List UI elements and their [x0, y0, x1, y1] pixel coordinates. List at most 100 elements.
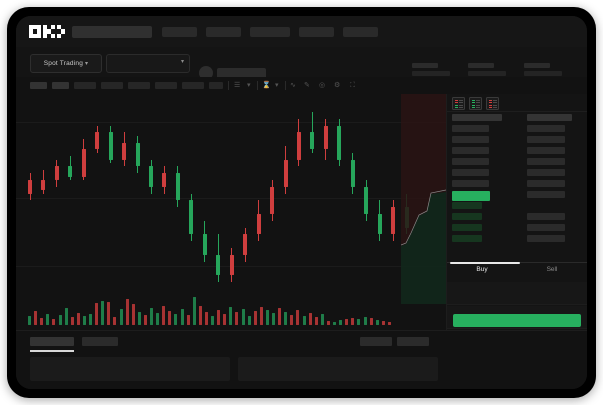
volume-bar [387, 322, 391, 325]
chart-toolbar: ☰ ▾ ⌛ ▾ ∿ ✎ ◎ ⚙ ⛶ [16, 77, 587, 95]
chevron-down-icon[interactable]: ▾ [247, 82, 251, 89]
volume-bar [217, 310, 221, 325]
chevron-down-icon[interactable]: ▾ [275, 82, 279, 89]
volume-bar [70, 317, 74, 325]
device-frame: Spot Trading ▾ ▾ [7, 7, 596, 398]
volume-bar [247, 316, 251, 325]
pencil-icon[interactable]: ✎ [304, 82, 310, 89]
timeframe-7[interactable] [182, 82, 204, 89]
chart-gridline [16, 198, 446, 199]
trading-mode-button[interactable]: Spot Trading ▾ [30, 54, 102, 73]
orderbook-row[interactable] [447, 180, 587, 188]
volume-bar [381, 321, 385, 325]
volume-bar [180, 309, 184, 325]
timeframe-3[interactable] [74, 82, 96, 89]
orderbook-row[interactable] [447, 235, 587, 243]
nav-item-6[interactable] [343, 27, 378, 37]
coin-avatar [199, 66, 213, 80]
orderbook-row[interactable] [447, 224, 587, 232]
nav-item-2[interactable] [162, 27, 197, 37]
volume-bar [28, 316, 31, 325]
volume-bar [241, 309, 245, 325]
volume-bar [272, 313, 275, 325]
volume-bar [113, 317, 117, 325]
settings-icon[interactable]: ⚙ [334, 82, 341, 89]
volume-bar [89, 314, 92, 325]
timeframe-6[interactable] [155, 82, 177, 89]
volume-bar [95, 303, 99, 325]
candle-type-icon[interactable]: ☰ [234, 82, 241, 89]
volume-bar [198, 306, 202, 325]
okx-logo-icon[interactable] [29, 25, 65, 38]
fullscreen-icon[interactable]: ⛶ [350, 82, 355, 89]
orderbook-row[interactable] [447, 202, 587, 210]
orderbook-view-toggles [452, 97, 499, 110]
bottom-tab-1[interactable] [30, 337, 74, 346]
bottom-action-1[interactable] [360, 337, 392, 346]
nav-item-3[interactable] [206, 27, 241, 37]
magnet-icon[interactable]: ◎ [319, 82, 326, 89]
volume-bar [174, 314, 178, 325]
orderbook-bids-icon[interactable] [469, 97, 482, 110]
volume-bar [339, 320, 343, 325]
timeframe-5[interactable] [128, 82, 150, 89]
volume-bar [369, 318, 373, 325]
toolbar-divider [257, 81, 258, 90]
tab-sell[interactable]: Sell [546, 266, 558, 273]
bottom-panel-right[interactable] [238, 357, 438, 381]
orderbook-row[interactable] [447, 136, 587, 144]
tab-buy[interactable]: Buy [476, 266, 488, 273]
timeframe-4[interactable] [101, 82, 123, 89]
volume-bar [192, 297, 196, 325]
volume-bar [186, 315, 190, 325]
volume-bar [58, 315, 62, 325]
price-chart[interactable] [16, 94, 446, 331]
device-screen-bezel: Spot Trading ▾ ▾ [16, 16, 587, 389]
bottom-tab-2[interactable] [82, 337, 118, 346]
volume-bar [345, 319, 349, 325]
orderbook-asks-icon[interactable] [486, 97, 499, 110]
orderbook-row[interactable] [447, 158, 587, 166]
volume-bar [363, 317, 367, 325]
volume-bar [302, 316, 306, 325]
indicator-icon[interactable]: ⌛ [262, 82, 271, 89]
line-tool-icon[interactable]: ∿ [290, 82, 296, 89]
volume-bar [296, 310, 300, 325]
toolbar-divider [228, 81, 229, 90]
bottom-action-2[interactable] [397, 337, 429, 346]
timeframe-8[interactable] [209, 82, 223, 89]
volume-bar [211, 316, 214, 325]
orderbook-and-order-panel: Buy Sell [446, 94, 587, 386]
volume-bar [162, 306, 166, 325]
order-price-field[interactable] [447, 282, 587, 305]
orderbook-row[interactable] [447, 125, 587, 133]
volume-bar [168, 311, 172, 325]
volume-bar [204, 312, 208, 325]
orderbook-both-icon[interactable] [452, 97, 465, 110]
volume-bar [143, 315, 147, 325]
nav-item-1[interactable] [72, 26, 152, 38]
orderbook-row[interactable] [447, 147, 587, 155]
bottom-panel-left[interactable] [30, 357, 230, 381]
volume-bar [284, 312, 288, 325]
volume-bar [320, 314, 324, 325]
volume-bar [259, 307, 263, 325]
volume-bar [156, 313, 160, 325]
nav-item-5[interactable] [299, 27, 334, 37]
trading-pair-select[interactable]: ▾ [106, 54, 190, 73]
orderbook-row[interactable] [447, 213, 587, 221]
order-type-tabs: Buy Sell [447, 262, 587, 282]
submit-order-button[interactable] [453, 314, 581, 327]
volume-bar [308, 313, 312, 325]
orderbook-row[interactable] [447, 169, 587, 177]
bottom-active-underline [30, 350, 74, 352]
nav-item-4[interactable] [250, 27, 290, 37]
volume-bar [119, 309, 123, 325]
chevron-down-icon: ▾ [180, 59, 184, 65]
timeframe-2[interactable] [52, 82, 69, 89]
orderbook-rows [447, 114, 587, 246]
volume-bar [131, 304, 135, 325]
timeframe-1[interactable] [30, 82, 47, 89]
volume-bar [229, 307, 233, 325]
